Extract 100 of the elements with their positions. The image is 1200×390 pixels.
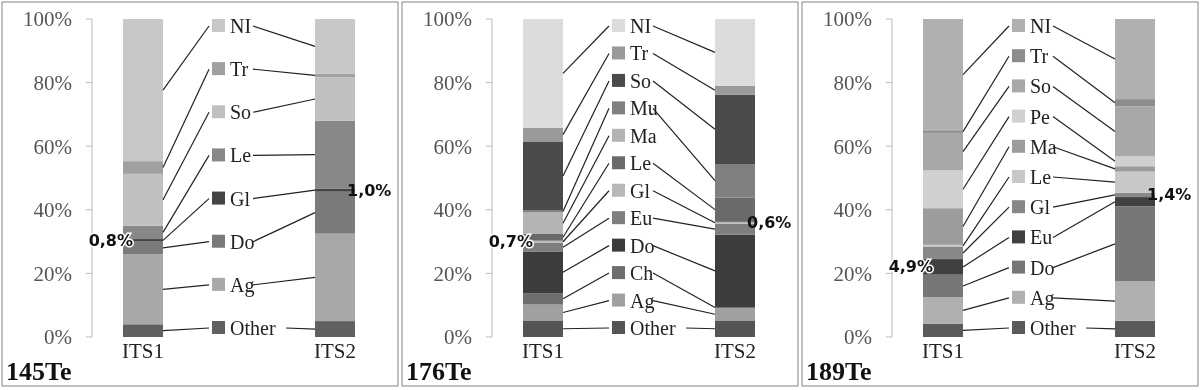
x-tick-label: ITS1 (922, 339, 964, 363)
text: 176Te (406, 357, 472, 386)
legend-label: NI (230, 15, 252, 37)
legend-label: Ma (630, 124, 657, 147)
legend-label: Gl (630, 179, 651, 202)
y-tick-label: 0% (844, 325, 872, 350)
legend-label: Other (630, 317, 676, 339)
text: 189Te (806, 357, 872, 386)
bar (1115, 19, 1155, 100)
legend-label: So (1030, 75, 1052, 98)
y-tick-label: 100% (423, 7, 472, 32)
legend-label: Tr (630, 42, 649, 65)
bar (923, 19, 963, 131)
y-tick-label: 40% (433, 198, 472, 223)
y-tick-label: 80% (433, 70, 472, 95)
y-tick-label: 0% (44, 325, 72, 350)
data-label: 0,6% (747, 213, 792, 233)
bar (523, 19, 563, 128)
y-tick-label: 100% (823, 7, 872, 32)
data-label: 1,0% (347, 180, 392, 200)
legend-label: Gl (230, 187, 251, 210)
legend-label: Mu (630, 97, 658, 120)
legend-label: Gl (1030, 196, 1051, 219)
bar (715, 308, 755, 321)
x-tick-label: ITS2 (314, 339, 356, 363)
bar (923, 132, 963, 171)
bar (523, 212, 563, 234)
x-tick-label: ITS2 (714, 339, 756, 363)
bar (523, 251, 563, 294)
bar (1115, 166, 1155, 172)
x-tick-label: ITS1 (122, 339, 164, 363)
x-tick-label: ITS1 (522, 339, 564, 363)
legend-label: Do (1030, 256, 1055, 279)
bar (1115, 320, 1155, 337)
bar (315, 19, 355, 74)
bar (523, 293, 563, 305)
bar (523, 141, 563, 211)
bar (315, 77, 355, 121)
bar (1115, 281, 1155, 321)
bar (715, 320, 755, 337)
legend-label: Other (1030, 317, 1076, 339)
bar (523, 320, 563, 337)
bar (1115, 106, 1155, 157)
bar (715, 164, 755, 198)
legend-label: So (230, 101, 252, 124)
y-tick-label: 60% (433, 134, 472, 159)
legend-label: Do (230, 230, 255, 253)
data-label: 1,4% (1147, 185, 1192, 205)
bar (123, 324, 163, 337)
legend-label: Eu (1030, 226, 1053, 249)
bar (923, 247, 963, 260)
y-tick-label: 20% (433, 261, 472, 286)
bar (1115, 156, 1155, 167)
legend-label: Ag (630, 289, 655, 313)
data-label: 0,7% (488, 232, 533, 252)
y-tick-label: 80% (33, 70, 72, 95)
bar (715, 234, 755, 308)
y-tick-label: 40% (33, 198, 72, 223)
bar (715, 94, 755, 165)
bar (523, 304, 563, 321)
legend-label: Tr (1030, 45, 1049, 68)
data-label: 0,8% (88, 230, 133, 250)
legend-label: Eu (630, 207, 653, 230)
bar (1115, 99, 1155, 107)
y-tick-label: 60% (33, 134, 72, 159)
y-tick-label: 20% (33, 261, 72, 286)
legend-label: Ma (1030, 135, 1057, 158)
bar (923, 274, 963, 298)
bar (123, 19, 163, 162)
bar (923, 208, 963, 245)
y-tick-label: 40% (833, 198, 872, 223)
legend-label: So (630, 69, 652, 92)
y-tick-label: 0% (444, 325, 472, 350)
bar (123, 161, 163, 174)
legend-label: Ag (1030, 286, 1055, 310)
legend-label: Other (230, 317, 276, 339)
y-tick-label: 80% (833, 70, 872, 95)
legend-label: Pe (1030, 105, 1051, 128)
y-tick-label: 20% (833, 261, 872, 286)
legend-label: NI (630, 15, 652, 37)
legend-label: Le (230, 144, 252, 167)
text: 145Te (6, 357, 72, 386)
bar (923, 170, 963, 209)
legend-label: NI (1030, 15, 1052, 37)
bar (923, 323, 963, 337)
bar (715, 19, 755, 86)
bar (923, 297, 963, 324)
y-tick-label: 60% (833, 134, 872, 159)
bar (123, 254, 163, 325)
legend-label: Tr (230, 58, 249, 81)
legend-label: Ch (630, 262, 654, 285)
bar (715, 85, 755, 95)
legend-label: Ag (230, 273, 255, 297)
bar (1115, 206, 1155, 282)
x-tick-label: ITS2 (1114, 339, 1156, 363)
legend-label: Le (1030, 166, 1052, 188)
y-tick-label: 100% (23, 7, 72, 32)
bar (315, 233, 355, 322)
bar (523, 127, 563, 142)
legend-label: Le (630, 152, 652, 175)
